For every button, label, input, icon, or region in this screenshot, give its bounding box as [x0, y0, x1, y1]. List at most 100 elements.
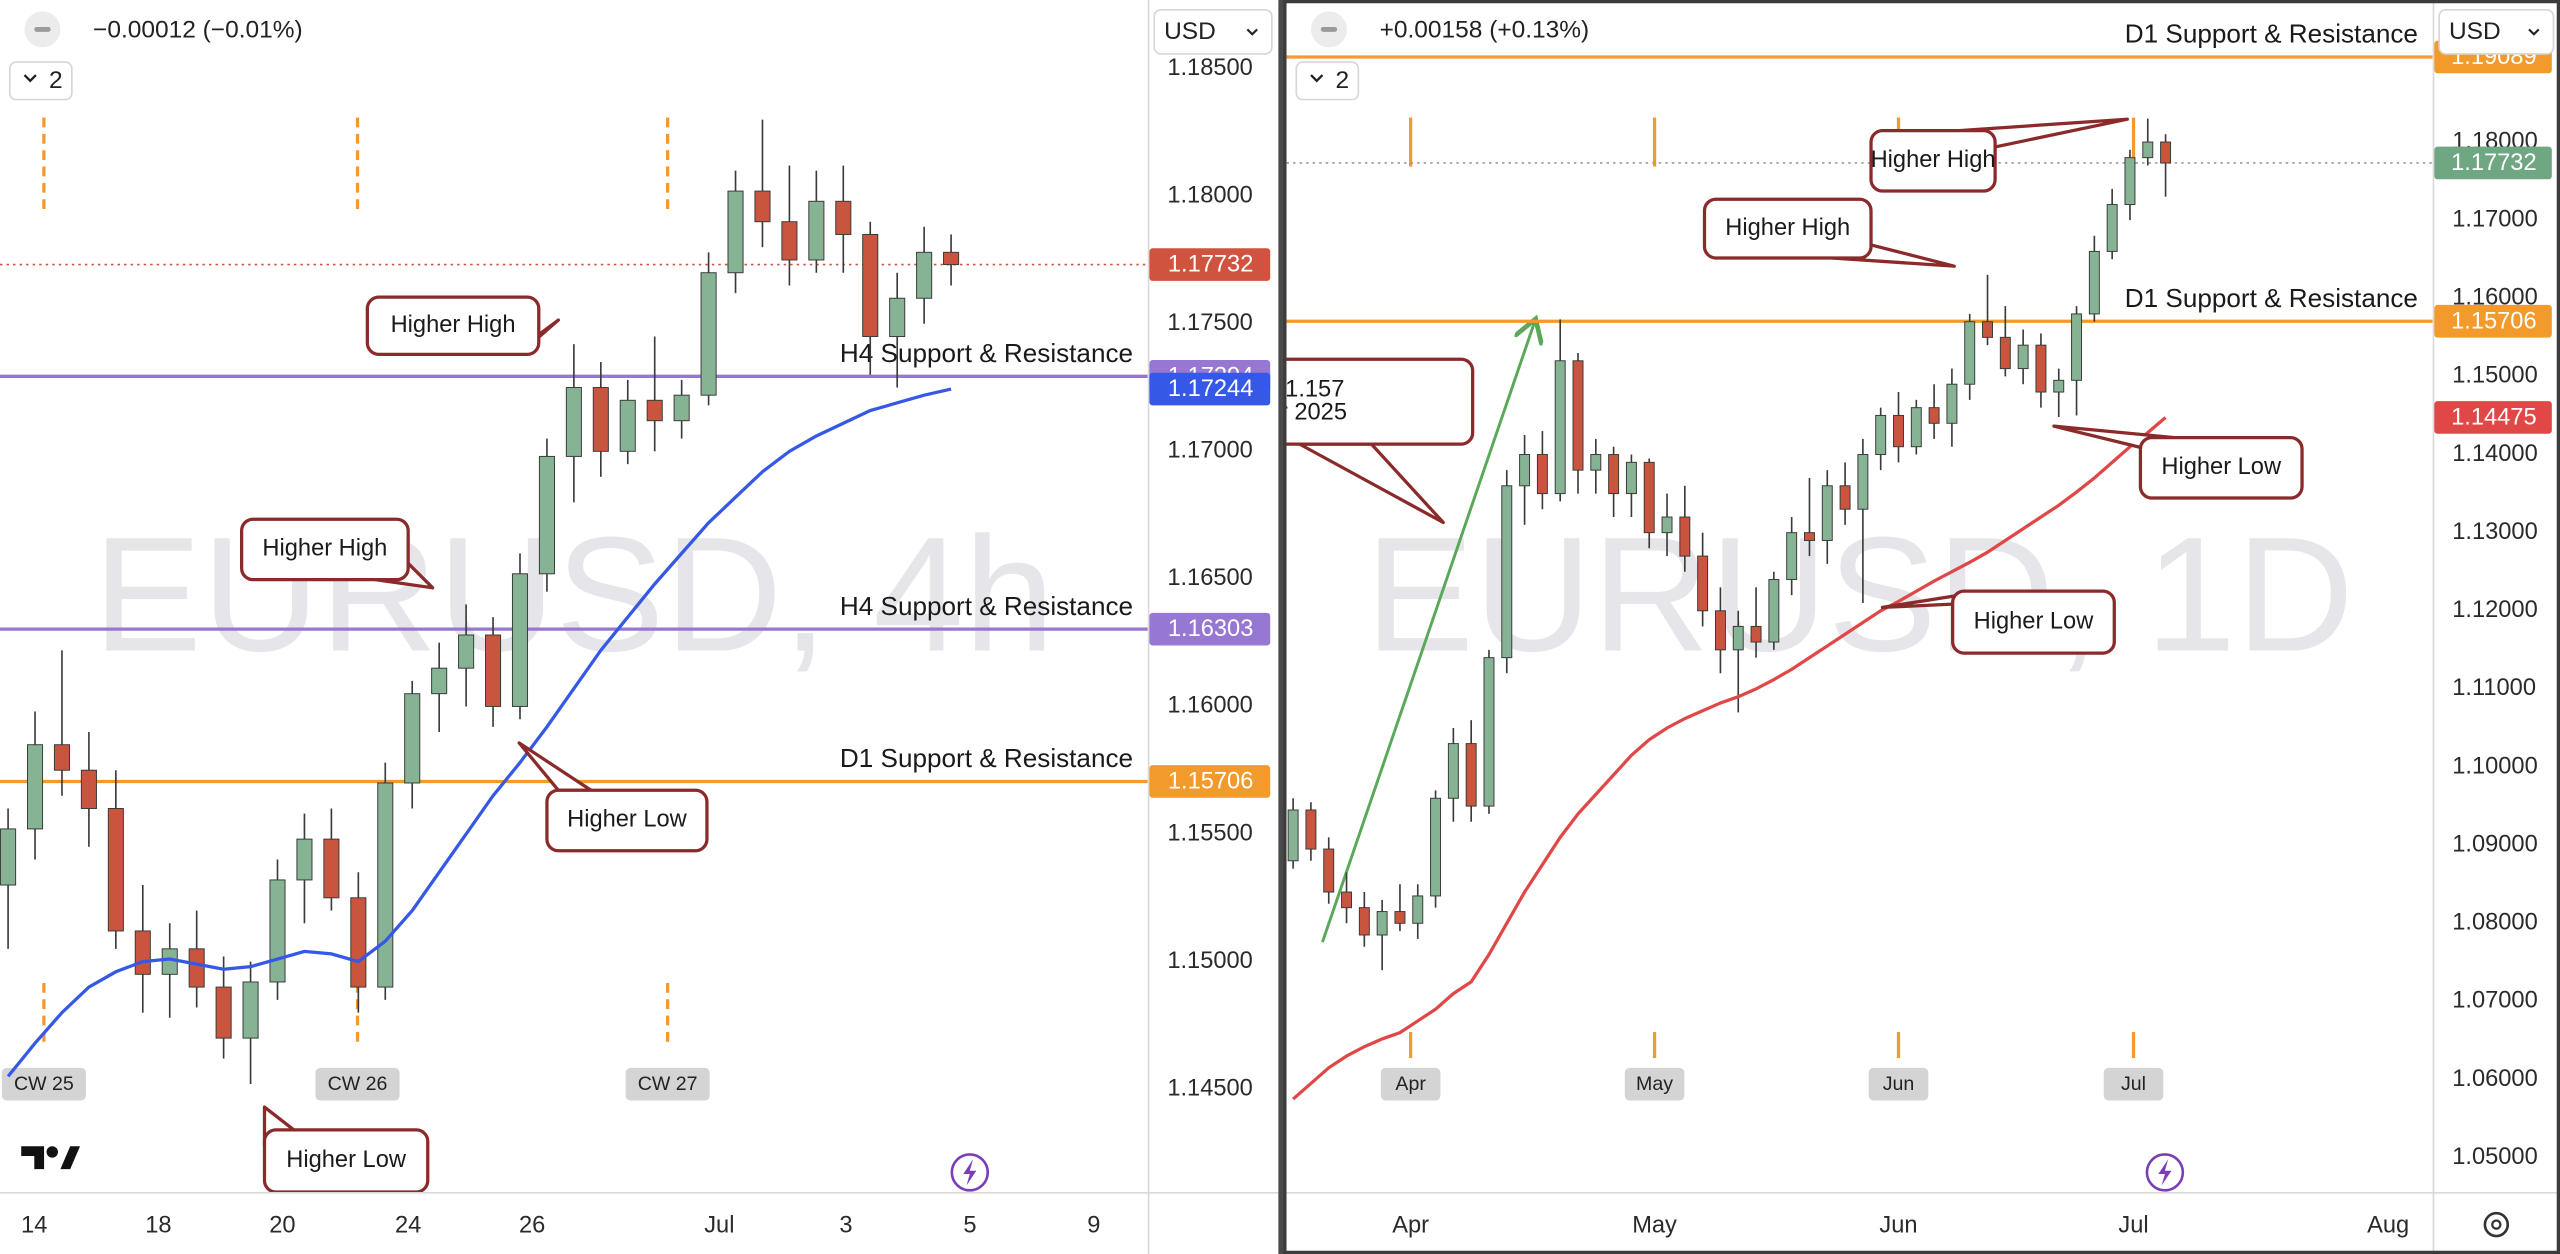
callout-text: Higher Low	[2161, 454, 2282, 480]
y-tick-label: 1.14500	[1167, 1075, 1253, 1101]
currency-select-label: USD	[2449, 18, 2501, 45]
callout-text: Higher Low	[1974, 608, 2095, 634]
candle-body	[1447, 743, 1459, 799]
y-tick-label: 1.15500	[1167, 820, 1253, 846]
currency-select[interactable]	[2438, 8, 2555, 55]
candle-body	[1964, 321, 1976, 385]
last-price-badge	[2434, 146, 2552, 180]
candle-body	[1928, 407, 1940, 424]
candle-body	[2142, 141, 2154, 159]
currency-select[interactable]	[1153, 8, 1273, 55]
callout-box	[1951, 589, 2116, 655]
candle-body	[1893, 414, 1904, 448]
period-label: CW 27	[638, 1073, 698, 1095]
y-tick-label: 1.10000	[2452, 753, 2538, 779]
tradingview-logo[interactable]	[21, 1146, 80, 1170]
y-tick-label: 1.17000	[2452, 206, 2538, 232]
toggle-icon	[34, 26, 51, 32]
callout-text: 1 Apr 2025	[1233, 399, 1347, 425]
ma-badge	[2434, 401, 2552, 434]
x-tick-label: 9	[1087, 1212, 1100, 1238]
callout-box	[1702, 197, 1873, 260]
candle-body	[673, 394, 690, 422]
candle-body	[781, 221, 798, 261]
x-tick-label: 26	[519, 1212, 545, 1238]
y-tick-label: 1.11000	[2452, 675, 2536, 701]
candle-body	[269, 879, 286, 983]
interval-button[interactable]	[1295, 61, 1360, 101]
candle-body	[1483, 657, 1495, 807]
candle-body	[1875, 414, 1887, 456]
candle-body	[107, 808, 124, 932]
y-tick-label: 1.15000	[2452, 363, 2538, 389]
ma-badge	[1149, 372, 1271, 406]
callout-box	[240, 517, 410, 582]
x-tick-label: 20	[269, 1212, 295, 1238]
candle-body	[1590, 454, 1602, 471]
last-price-badge-label: 1.17732	[2451, 150, 2537, 176]
y-tick-label: 1.12000	[2452, 597, 2538, 623]
callout-text: Higher High	[1725, 215, 1850, 241]
candle-body	[1554, 360, 1566, 495]
price-badge	[1149, 765, 1271, 798]
level-label: D1 Support & Resistance	[840, 743, 1133, 773]
candle-body	[1803, 532, 1815, 541]
candle-body	[1358, 907, 1370, 936]
y-tick-label: 1.08000	[2452, 910, 2538, 936]
toggle-icon	[1320, 26, 1338, 32]
x-tick-label: Apr	[1392, 1212, 1429, 1238]
candle-body	[1430, 797, 1442, 897]
level-label: H4 Support & Resistance	[840, 338, 1133, 368]
y-tick-label: 1.14000	[2452, 441, 2538, 467]
candle-body	[2160, 141, 2172, 164]
lightning-icon[interactable]	[950, 1153, 990, 1192]
callout-box	[1286, 357, 1475, 446]
candle-body	[1287, 809, 1299, 862]
x-tick-label: Aug	[2367, 1212, 2409, 1238]
candle-body	[188, 948, 205, 988]
period-label-box	[1868, 1067, 1929, 1101]
candle-body	[2017, 344, 2029, 370]
callout-text: Higher High	[1871, 147, 1996, 173]
moving-average-line	[1292, 416, 2167, 1101]
candle-body	[242, 981, 259, 1039]
y-tick-label: 1.06000	[2452, 1066, 2538, 1092]
moving-average-line	[6, 387, 952, 1078]
axes: 1.172941.163031.157061.185001.180001.175…	[8, 8, 2555, 1238]
candle-body	[538, 455, 555, 575]
last-price-badge	[1149, 248, 1271, 281]
chevron-icon	[1310, 74, 1324, 83]
candle-body	[700, 272, 717, 396]
candle-body	[404, 693, 421, 784]
candle-body	[296, 838, 313, 881]
period-label-box	[1624, 1067, 1685, 1101]
interval-button[interactable]	[8, 61, 73, 101]
lightning-icon[interactable]	[2145, 1153, 2185, 1192]
price-badge-label: 1.15706	[2451, 308, 2537, 334]
candle-body	[1821, 485, 1833, 541]
candle-body	[431, 667, 448, 695]
candle-body	[1323, 848, 1335, 893]
price-badge-label: 1.16303	[1168, 616, 1254, 642]
candle-body	[1982, 321, 1993, 338]
settings-icon[interactable]	[2483, 1211, 2510, 1238]
callout-text: Higher High	[262, 536, 387, 562]
candle-body	[916, 251, 933, 299]
trend-arrow	[1321, 322, 1534, 943]
x-tick-label: May	[1632, 1212, 1677, 1238]
candle-body	[1376, 911, 1388, 936]
plot-area: EURUSD, 1D Apr May Jun Jul D1 Support & Resi…	[1233, 19, 2433, 1101]
price-badge	[2434, 304, 2552, 338]
period-label: CW 26	[328, 1073, 388, 1095]
candle-body	[1341, 891, 1353, 909]
candle-body	[808, 200, 825, 261]
y-tick-label: 1.16000	[2452, 285, 2538, 311]
interval-button-label: 2	[1336, 67, 1350, 94]
candle-body	[1465, 743, 1477, 807]
candle-body	[1661, 516, 1673, 534]
candle-body	[2053, 379, 2065, 393]
candle-body	[134, 930, 151, 975]
candle-body	[1786, 532, 1798, 581]
watermark: EURUSD, 1D	[1365, 503, 2354, 686]
callout-box	[365, 295, 541, 356]
